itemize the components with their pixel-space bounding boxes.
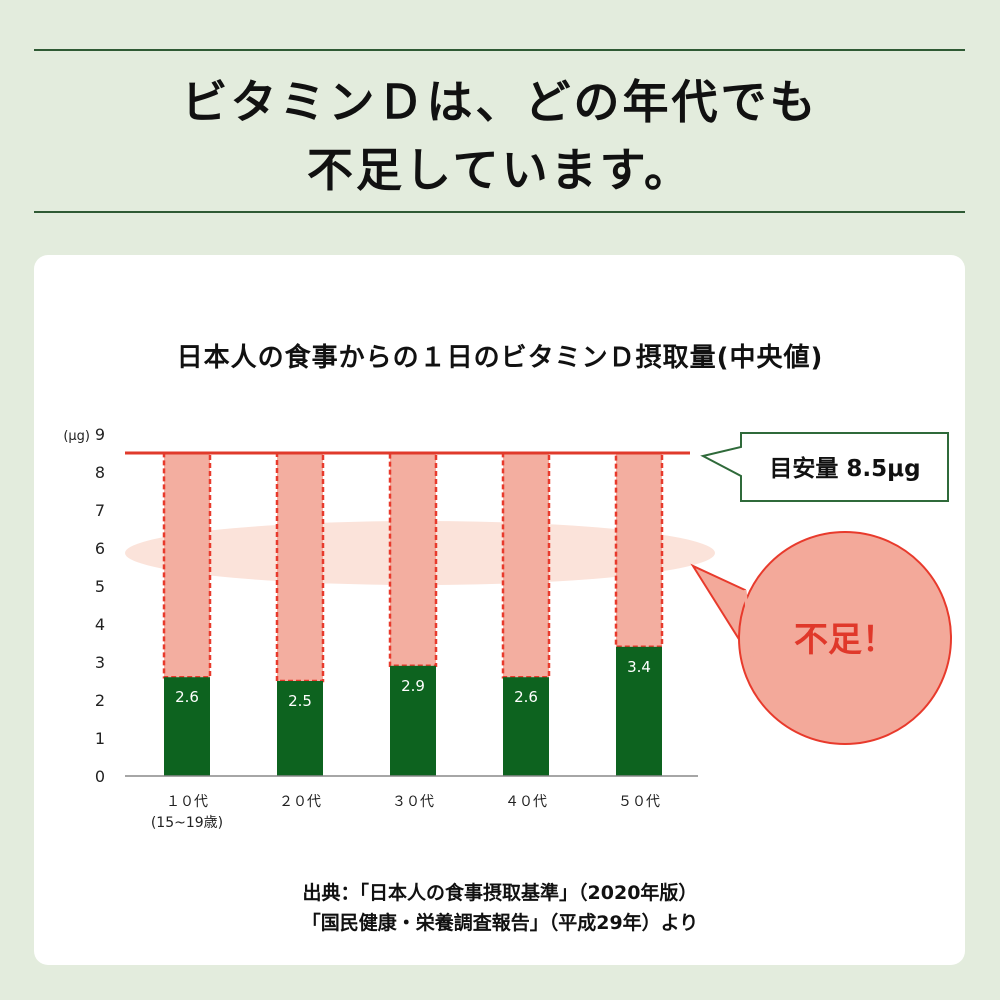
y-tick-label: 0 <box>95 767 105 786</box>
y-tick-label: 8 <box>95 463 105 482</box>
reference-label: 目安量 8.5μg <box>769 455 920 482</box>
bar-value-label: 3.4 <box>627 658 651 676</box>
headline: ビタミンＤは、どの年代でも 不足しています。 <box>0 68 1000 204</box>
x-tick-label: ５０代 <box>618 794 660 810</box>
x-tick-label: ４０代 <box>505 794 547 810</box>
shortfall-bar <box>388 451 438 668</box>
source-citation: 出典：「日本人の食事摂取基準」（2020年版） 「国民健康・栄養調査報告」（平成… <box>0 878 1000 938</box>
bar-value-label: 2.6 <box>514 688 538 706</box>
bar-value-label: 2.5 <box>288 692 312 710</box>
source-line-2: 「国民健康・栄養調査報告」（平成29年）より <box>301 912 699 934</box>
y-tick-label: 9 <box>95 425 105 444</box>
bottom-rule <box>34 211 965 213</box>
intake-bar <box>616 646 662 776</box>
y-tick-label: 7 <box>95 501 105 520</box>
source-line-1: 出典：「日本人の食事摂取基準」（2020年版） <box>302 882 698 904</box>
x-tick-label: ３０代 <box>392 794 434 810</box>
intake-bar <box>390 665 436 776</box>
intake-bar <box>277 681 323 776</box>
bar-value-label: 2.9 <box>401 677 425 695</box>
y-tick-label: 3 <box>95 653 105 672</box>
y-unit-label: (μg) <box>63 429 90 444</box>
y-tick-label: 1 <box>95 729 105 748</box>
x-tick-sublabel: (15~19歳) <box>151 815 223 831</box>
shortfall-bar <box>275 451 325 683</box>
bar-value-label: 2.6 <box>175 688 199 706</box>
top-rule <box>34 49 965 51</box>
y-tick-label: 2 <box>95 691 105 710</box>
y-tick-label: 5 <box>95 577 105 596</box>
shortfall-bar <box>162 451 212 679</box>
headline-line-1: ビタミンＤは、どの年代でも <box>181 75 819 129</box>
chart-title: 日本人の食事からの１日のビタミンＤ摂取量(中央値) <box>176 343 824 373</box>
intake-bar <box>503 677 549 776</box>
shortfall-bubble-joint <box>743 589 754 661</box>
shortfall-label: 不足！ <box>794 620 896 660</box>
x-tick-label: ２０代 <box>279 794 321 810</box>
x-tick-label: １０代 <box>166 794 208 810</box>
reference-label-box <box>700 432 949 502</box>
y-tick-label: 4 <box>95 615 105 634</box>
shortfall-bar <box>501 451 551 679</box>
intake-bar <box>164 677 210 776</box>
shortfall-bar <box>614 451 664 649</box>
y-tick-label: 6 <box>95 539 105 558</box>
headline-line-2: 不足しています。 <box>306 143 694 197</box>
shortfall-bubble <box>738 531 952 745</box>
